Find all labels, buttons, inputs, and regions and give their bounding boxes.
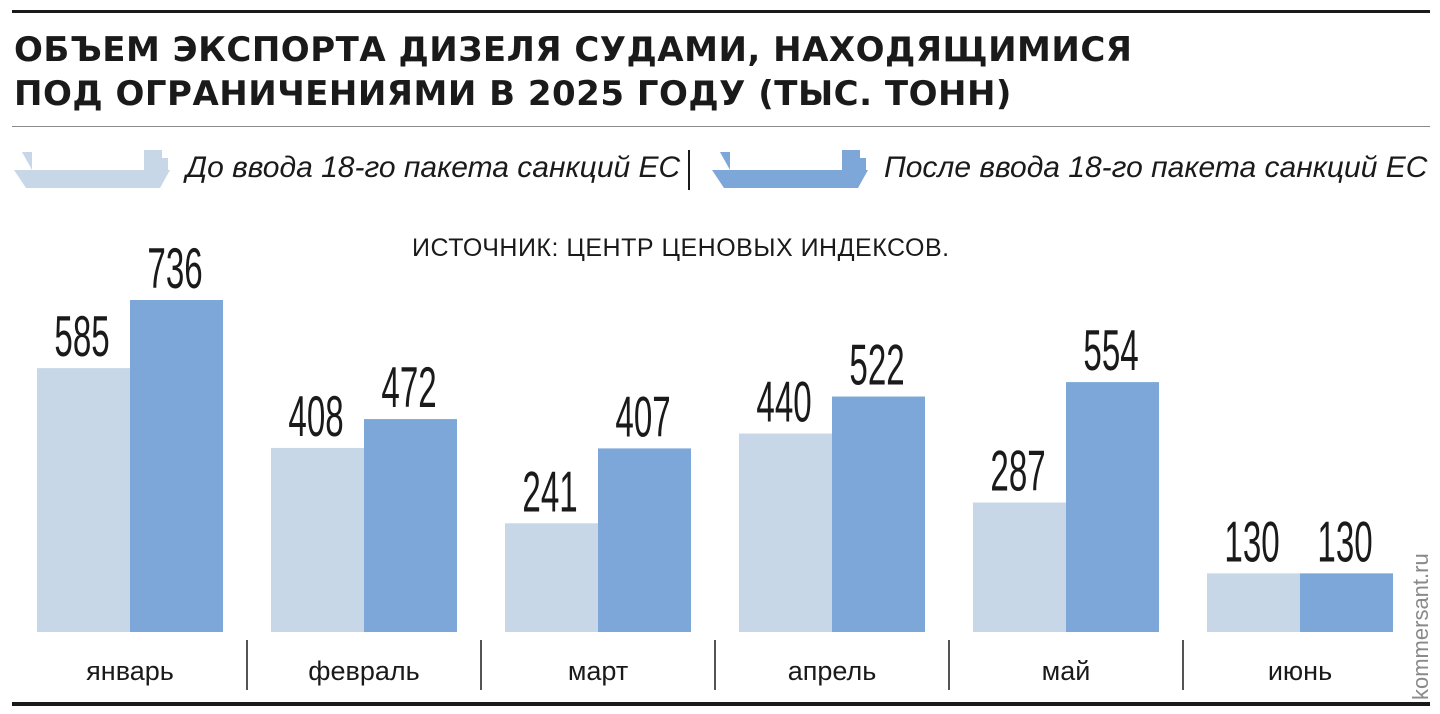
category-label-1: февраль	[308, 656, 419, 686]
category-label-4: май	[1042, 656, 1091, 686]
data-label-after-4: 554	[1083, 319, 1138, 383]
source-note: ИСТОЧНИК: ЦЕНТР ЦЕНОВЫХ ИНДЕКСОВ.	[412, 234, 950, 262]
legend-item-before: До ввода 18-го пакета санкций ЕС	[12, 138, 680, 198]
bar-before-3	[739, 433, 832, 632]
top-rule	[12, 10, 1430, 13]
chart-title: ОБЪЕМ ЭКСПОРТА ДИЗЕЛЯ СУДАМИ, НАХОДЯЩИМИ…	[14, 28, 1314, 116]
data-label-after-2: 407	[615, 385, 670, 449]
bar-after-4	[1066, 382, 1159, 632]
legend-item-after: После ввода 18-го пакета санкций ЕС	[710, 138, 1427, 198]
bar-before-4	[973, 502, 1066, 632]
bar-after-3	[832, 396, 925, 632]
bar-after-5	[1300, 573, 1393, 632]
data-label-before-1: 408	[288, 384, 343, 448]
category-label-5: июнь	[1268, 656, 1332, 686]
bar-after-0	[130, 300, 223, 632]
data-label-after-3: 522	[849, 333, 904, 397]
data-label-before-0: 585	[54, 305, 109, 369]
data-label-after-5: 130	[1317, 510, 1372, 574]
ship-icon	[712, 150, 868, 188]
title-line-2: ПОД ОГРАНИЧЕНИЯМИ В 2025 ГОДУ (ТЫС. ТОНН…	[14, 74, 1012, 114]
data-label-before-4: 287	[990, 439, 1045, 503]
data-label-before-2: 241	[522, 460, 577, 524]
watermark: kommersant.ru	[1408, 553, 1433, 700]
legend-label-before: До ввода 18-го пакета санкций ЕС	[186, 151, 681, 184]
legend-label-after: После ввода 18-го пакета санкций ЕС	[884, 151, 1428, 184]
title-line-1: ОБЪЕМ ЭКСПОРТА ДИЗЕЛЯ СУДАМИ, НАХОДЯЩИМИ…	[14, 30, 1133, 70]
bar-chart: 585 736 январь 408 472 февраль 241 407 март 440 52…	[37, 237, 1393, 690]
data-label-after-0: 736	[147, 237, 202, 301]
bar-before-2	[505, 523, 598, 632]
bar-before-5	[1207, 573, 1300, 632]
data-label-before-3: 440	[756, 370, 811, 434]
data-label-before-5: 130	[1224, 510, 1279, 574]
data-label-after-1: 472	[381, 356, 436, 420]
legend: До ввода 18-го пакета санкций ЕС После в…	[12, 138, 1430, 198]
bottom-rule	[12, 702, 1430, 706]
legend-separator	[688, 150, 690, 190]
bar-before-0	[37, 368, 130, 632]
bar-after-1	[364, 419, 457, 632]
bar-after-2	[598, 448, 691, 632]
category-label-2: март	[568, 656, 628, 686]
category-label-3: апрель	[788, 656, 877, 686]
ship-icon	[14, 150, 170, 188]
category-label-0: январь	[86, 656, 174, 686]
title-rule	[12, 126, 1430, 127]
bar-before-1	[271, 447, 364, 632]
